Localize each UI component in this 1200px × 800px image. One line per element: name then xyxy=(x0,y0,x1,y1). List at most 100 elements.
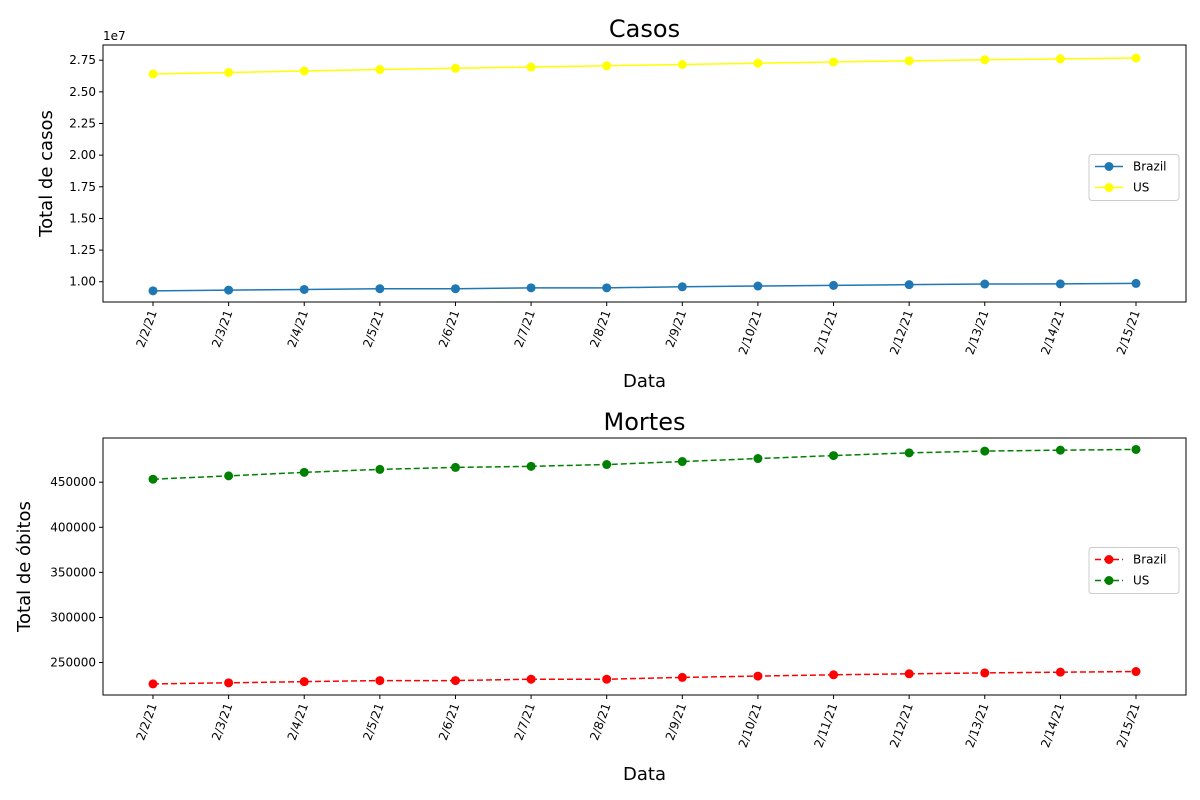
data-point xyxy=(904,56,914,66)
legend-label: Brazil xyxy=(1133,160,1167,174)
x-tick-label: 2/11/21 xyxy=(811,701,840,749)
data-point xyxy=(829,57,839,67)
x-tick-label: 2/8/21 xyxy=(587,308,613,349)
data-point xyxy=(375,676,385,686)
x-tick-label: 2/14/21 xyxy=(1038,701,1067,749)
data-point xyxy=(904,669,914,679)
x-tick-label: 2/8/21 xyxy=(587,701,613,742)
x-tick-label: 2/3/21 xyxy=(209,701,235,742)
y-tick-label: 250000 xyxy=(50,656,96,670)
x-tick-label: 2/13/21 xyxy=(963,308,992,356)
x-tick-label: 2/6/21 xyxy=(436,701,462,742)
x-tick-label: 2/7/21 xyxy=(512,308,538,349)
data-point xyxy=(375,464,385,474)
x-tick-label: 2/12/21 xyxy=(887,701,916,749)
data-point xyxy=(450,462,460,472)
data-point xyxy=(753,58,763,68)
y-tick-label: 1.25 xyxy=(69,243,96,257)
y-tick-label: 350000 xyxy=(50,565,96,579)
x-tick-label: 2/10/21 xyxy=(736,308,765,356)
x-tick-label: 2/3/21 xyxy=(209,308,235,349)
x-tick-label: 2/12/21 xyxy=(887,308,916,356)
data-point xyxy=(602,283,612,293)
y-tick-label: 1.75 xyxy=(69,180,96,194)
data-point xyxy=(526,674,536,684)
data-point xyxy=(450,284,460,294)
data-point xyxy=(753,454,763,464)
data-point xyxy=(1055,667,1065,677)
y-tick-label: 450000 xyxy=(50,475,96,489)
x-tick-label: 2/6/21 xyxy=(436,308,462,349)
data-point xyxy=(224,285,234,295)
chart-title: Mortes xyxy=(604,408,686,436)
data-point xyxy=(829,280,839,290)
data-point xyxy=(829,670,839,680)
y-tick-label: 1.00 xyxy=(69,275,96,289)
data-point xyxy=(148,474,158,484)
x-tick-label: 2/11/21 xyxy=(811,308,840,356)
x-tick-label: 2/4/21 xyxy=(285,701,311,742)
legend-marker xyxy=(1104,555,1114,564)
legend-label: Brazil xyxy=(1133,553,1167,567)
y-axis-title: Total de óbitos xyxy=(14,501,35,633)
chart-title: Casos xyxy=(609,15,680,43)
plot-frame xyxy=(102,44,1187,303)
x-tick-label: 2/5/21 xyxy=(360,308,386,349)
data-point xyxy=(299,677,309,687)
y-tick-label: 400000 xyxy=(50,520,96,534)
y-tick-label: 300000 xyxy=(50,610,96,624)
data-point xyxy=(1131,667,1141,677)
data-point xyxy=(299,284,309,294)
series-brazil xyxy=(148,667,1141,689)
data-point xyxy=(526,62,536,72)
data-point xyxy=(829,451,839,461)
x-tick-label: 2/10/21 xyxy=(736,701,765,749)
data-point xyxy=(602,460,612,470)
x-tick-label: 2/2/21 xyxy=(133,308,159,349)
x-tick-label: 2/4/21 xyxy=(285,308,311,349)
legend-marker xyxy=(1104,576,1114,585)
data-point xyxy=(677,59,687,69)
data-point xyxy=(1131,53,1141,63)
data-point xyxy=(148,286,158,296)
y-offset-label: 1e7 xyxy=(103,29,126,43)
data-point xyxy=(602,674,612,684)
x-tick-label: 2/5/21 xyxy=(360,701,386,742)
chart-1: Casos 1.00 1.25 1.50 1.75 2.00 2.25 2.50 2.75 1e7… xyxy=(36,15,1187,392)
data-point xyxy=(677,672,687,682)
data-point xyxy=(980,446,990,456)
data-point xyxy=(224,67,234,77)
legend: Brazil US xyxy=(1088,547,1180,594)
data-point xyxy=(1131,444,1141,454)
data-point xyxy=(450,676,460,686)
x-tick-label: 2/9/21 xyxy=(663,701,689,742)
y-tick-label: 2.50 xyxy=(69,85,96,99)
data-point xyxy=(375,284,385,294)
x-tick-label: 2/9/21 xyxy=(663,308,689,349)
x-axis-title: Data xyxy=(623,764,666,785)
data-point xyxy=(980,55,990,65)
series-us xyxy=(148,444,1141,484)
data-point xyxy=(602,61,612,71)
x-tick-label: 2/13/21 xyxy=(963,701,992,749)
series-line xyxy=(152,282,1137,292)
data-point xyxy=(1055,445,1065,455)
y-tick-label: 1.50 xyxy=(69,211,96,225)
y-tick-label: 2.25 xyxy=(69,116,96,130)
data-point xyxy=(148,69,158,79)
x-tick-label: 2/7/21 xyxy=(512,701,538,742)
x-axis-title: Data xyxy=(623,371,666,392)
data-point xyxy=(1055,279,1065,289)
data-point xyxy=(1131,278,1141,288)
data-point xyxy=(224,678,234,688)
data-point xyxy=(904,280,914,290)
data-point xyxy=(753,671,763,681)
data-point xyxy=(224,471,234,481)
data-point xyxy=(980,668,990,678)
plot-frame xyxy=(102,437,1187,696)
legend-label: US xyxy=(1133,574,1149,588)
data-point xyxy=(677,457,687,467)
series-line xyxy=(152,670,1137,685)
data-point xyxy=(450,63,460,73)
